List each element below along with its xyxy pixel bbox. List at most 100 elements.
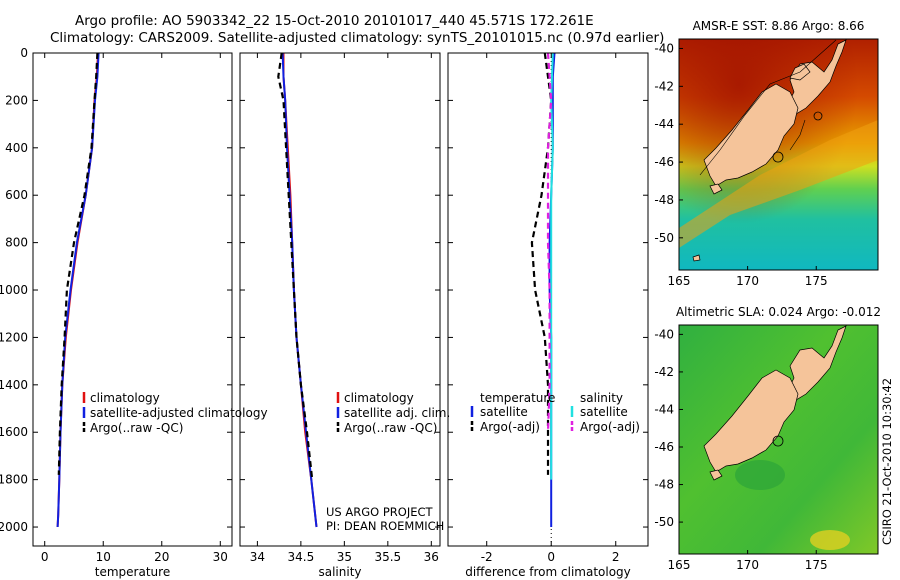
map-x-tick-label: 170 — [736, 558, 759, 572]
x-axis-label: difference from climatology — [465, 565, 631, 579]
legend-heading: temperature — [480, 391, 555, 405]
header-line-1: Argo profile: AO 5903342_22 15-Oct-2010 … — [75, 13, 594, 29]
map-axes-1: AMSR-E SST: 8.86 Argo: 8.66 165 170 175 -40 -… — [654, 19, 864, 288]
y-tick-label: 400 — [5, 141, 28, 155]
legend-label: satellite — [480, 405, 528, 419]
sla-south-island — [703, 369, 799, 473]
series-line-salinity-argo-adj — [546, 52, 553, 433]
legend-label: Argo(-adj) — [580, 420, 640, 434]
plot-frame — [447, 52, 649, 547]
x-tick-label: 0 — [41, 550, 49, 564]
stewart-island — [709, 183, 723, 195]
map-y-tick-label: -40 — [654, 41, 674, 55]
profile-panel-1: 0 10 20 30 0 200 400 600 800 1000 1200 1400 1600 1800… — [0, 46, 268, 579]
sla-low-patch — [735, 460, 785, 490]
legend-label: satellite — [580, 405, 628, 419]
x-tick-label: 35 — [337, 550, 352, 564]
x-tick-label: 20 — [154, 550, 169, 564]
sst-map — [678, 38, 879, 271]
x-tick-label: 2 — [612, 550, 620, 564]
y-tick-label: 800 — [5, 236, 28, 250]
legend-label: climatology — [90, 391, 160, 405]
map-y-tick-label: -48 — [654, 193, 674, 207]
legend-heading: salinity — [580, 391, 623, 405]
csiro-stamp: CSIRO 21-Oct-2010 10:30:42 — [880, 378, 894, 545]
legend-label: Argo(..raw -QC) — [344, 421, 437, 435]
map-y-tick-label: -50 — [654, 231, 674, 245]
series-line-climatology — [282, 53, 318, 528]
sla-map-frame — [678, 324, 879, 555]
map-x-tick-label: 175 — [805, 274, 828, 288]
map-axes-2: Altimetric SLA: 0.024 Argo: -0.012 165 170… — [654, 305, 881, 572]
map-y-tick-label: -42 — [654, 79, 674, 93]
map-x-tick-label: 165 — [668, 274, 691, 288]
y-tick-label: 600 — [5, 188, 28, 202]
map-y-tick-label: -42 — [654, 365, 674, 379]
header-line-2: Climatology: CARS2009. Satellite-adjuste… — [50, 30, 664, 46]
legend-label: climatology — [344, 391, 414, 405]
series-line-argo-raw-qc — [57, 52, 99, 475]
x-tick-label: 10 — [96, 550, 111, 564]
sla-high-patch — [810, 530, 850, 550]
sst-bathy-contour — [699, 39, 837, 176]
sla-stewart-island — [709, 469, 723, 481]
map-y-tick-label: -40 — [654, 327, 674, 341]
sst-contour-blob — [813, 111, 823, 121]
x-axis-label: salinity — [318, 565, 361, 579]
map-x-tick-label: 165 — [668, 558, 691, 572]
series-line-argo-raw-qc — [277, 52, 314, 480]
sst-land — [692, 39, 847, 262]
sla-profile-marker — [772, 435, 784, 447]
sst-profile-marker — [772, 151, 784, 163]
map-y-tick-label: -44 — [654, 117, 674, 131]
x-axis-label: temperature — [95, 565, 170, 579]
map-y-tick-label: -44 — [654, 402, 674, 416]
legend-label: Argo(..raw -QC) — [90, 421, 183, 435]
series-line-satellite-adj-clim — [281, 52, 318, 528]
sla-field — [679, 325, 878, 554]
sst-map-frame — [678, 38, 879, 271]
plot-frame — [239, 52, 441, 547]
x-tick-label: 35.5 — [374, 550, 401, 564]
legend-label: satellite adj. clim. — [344, 406, 450, 420]
legend-label: Argo(-adj) — [480, 420, 540, 434]
south-island — [703, 83, 799, 187]
y-tick-label: 1200 — [0, 330, 28, 344]
series-line-satellite-adjusted-climatology — [56, 52, 100, 528]
profile-plots: 0 10 20 30020040060080010001200140016001800… — [0, 46, 649, 579]
x-tick-label: 34.5 — [288, 550, 315, 564]
map-axes: AMSR-E SST: 8.86 Argo: 8.66 165 170 175 -40 -… — [654, 19, 881, 572]
y-tick-label: 1000 — [0, 283, 28, 297]
x-tick-label: 30 — [213, 550, 228, 564]
x-tick-label: -2 — [481, 550, 493, 564]
y-tick-label: 1600 — [0, 425, 28, 439]
y-tick-label: 2000 — [0, 520, 28, 534]
sst-front — [679, 120, 878, 249]
map-y-tick-label: -46 — [654, 155, 674, 169]
y-tick-label: 1800 — [0, 473, 28, 487]
series-line-temperature-argo-adj — [530, 52, 553, 475]
map-x-tick-label: 175 — [805, 558, 828, 572]
map-x-tick-label: 170 — [736, 274, 759, 288]
map-y-tick-label: -48 — [654, 478, 674, 492]
plot-frame — [32, 52, 233, 547]
credit-pi: PI: DEAN ROEMMICH — [326, 519, 444, 533]
y-tick-label: 1400 — [0, 378, 28, 392]
y-tick-label: 200 — [5, 93, 28, 107]
sub-antarctic-island — [692, 254, 701, 262]
profile-panel-2: 34 34.5 35 35.5 36 salinity climatologysatelli… — [239, 52, 450, 579]
credit-project: US ARGO PROJECT — [326, 505, 434, 519]
x-tick-label: 0 — [547, 550, 555, 564]
y-tick-label: 0 — [20, 46, 28, 60]
x-tick-label: 34 — [250, 550, 265, 564]
sla-map — [678, 324, 879, 555]
map-y-tick-label: -46 — [654, 440, 674, 454]
map-y-tick-label: -50 — [654, 515, 674, 529]
x-tick-label: 36 — [424, 550, 439, 564]
map-title: Altimetric SLA: 0.024 Argo: -0.012 — [676, 305, 881, 319]
series-line-salinity-satellite — [550, 52, 554, 480]
legend-label: satellite-adjusted climatology — [90, 406, 268, 420]
map-title: AMSR-E SST: 8.86 Argo: 8.66 — [693, 19, 865, 33]
